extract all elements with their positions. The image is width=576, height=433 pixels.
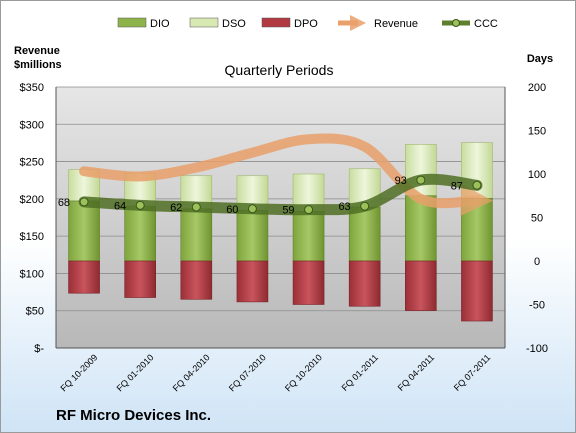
ccc-point xyxy=(360,201,370,211)
right-axis-label: Days xyxy=(527,53,553,65)
category-label: FQ 10-2009 xyxy=(58,352,99,393)
left-tick-label: $100 xyxy=(20,268,44,280)
bar-dio xyxy=(461,198,493,262)
left-tick-label: $150 xyxy=(20,231,44,243)
legend-swatch xyxy=(117,17,147,28)
plot-area xyxy=(56,87,505,348)
revenue-line xyxy=(79,133,493,216)
bar-dpo xyxy=(236,260,269,303)
bar-dpo xyxy=(68,260,100,294)
right-tick-label: -50 xyxy=(529,300,545,312)
ccc-point xyxy=(247,204,257,214)
category-label: FQ 01-2010 xyxy=(115,352,156,393)
category-label: FQ 01-2011 xyxy=(340,352,381,393)
ccc-data-label: 63 xyxy=(338,201,350,213)
ccc-data-label: 59 xyxy=(282,205,294,217)
ccc-data-label: 64 xyxy=(114,200,126,212)
bar-dio xyxy=(348,206,381,262)
left-axis-label-line1: Revenue xyxy=(14,45,60,57)
legend-label: Revenue xyxy=(374,18,418,30)
right-tick-label: 150 xyxy=(528,126,546,138)
ccc-line xyxy=(78,173,483,216)
ccc-data-label: 87 xyxy=(451,180,463,192)
left-tick-label: $- xyxy=(34,343,44,355)
bar-dio xyxy=(236,210,269,262)
category-label: FQ 04-2010 xyxy=(171,352,212,393)
right-tick-label: -100 xyxy=(526,343,548,355)
bar-dio xyxy=(292,211,325,262)
left-tick-label: $300 xyxy=(20,119,44,131)
left-tick-label: $350 xyxy=(20,82,44,94)
left-axis-label-line2: $millions xyxy=(14,59,62,71)
bar-dio xyxy=(68,200,100,262)
right-tick-label: 100 xyxy=(528,169,546,181)
bar-dpo xyxy=(405,260,437,311)
right-tick-label: 200 xyxy=(528,82,546,94)
bar-dpo xyxy=(292,260,325,305)
bar-dpo xyxy=(348,260,381,307)
ccc-point xyxy=(304,205,314,215)
legend-label: DSO xyxy=(222,18,246,30)
legend-swatch xyxy=(189,17,219,28)
bar-dpo xyxy=(180,260,213,300)
legend-label: DPO xyxy=(294,18,318,30)
left-tick-label: $50 xyxy=(26,306,44,318)
legend-label: CCC xyxy=(474,18,498,30)
category-label: FQ 07-2010 xyxy=(227,352,268,393)
ccc-point xyxy=(135,200,145,210)
left-tick-label: $200 xyxy=(20,194,44,206)
bars-layer xyxy=(68,142,493,322)
lines-layer: 68 64 62 60 59 63 93 87 xyxy=(58,133,493,217)
right-tick-label: 0 xyxy=(534,256,540,268)
ccc-point xyxy=(191,202,201,212)
bar-dpo xyxy=(124,260,156,298)
company-name: RF Micro Devices Inc. xyxy=(56,407,211,424)
bar-dpo xyxy=(461,260,493,322)
ccc-data-label: 62 xyxy=(170,202,182,214)
ccc-point xyxy=(79,197,89,207)
ccc-data-label: 68 xyxy=(58,197,70,209)
category-label: FQ 10-2010 xyxy=(283,352,324,393)
bar-dio xyxy=(124,205,156,262)
ccc-point xyxy=(472,180,482,190)
ccc-data-label: 60 xyxy=(226,204,238,216)
left-tick-label: $250 xyxy=(20,157,44,169)
right-tick-label: 50 xyxy=(531,213,543,225)
legend-marker xyxy=(452,19,460,27)
bar-dio xyxy=(180,208,213,262)
category-label: FQ 04-2011 xyxy=(396,352,437,393)
category-label: FQ 07-2011 xyxy=(452,352,493,393)
chart-title: Quarterly Periods xyxy=(225,62,334,78)
legend: DIO DSO DPO Revenue CCC xyxy=(117,14,498,32)
legend-swatch xyxy=(261,17,291,28)
ccc-data-label: 93 xyxy=(395,175,407,187)
ccc-point xyxy=(416,175,426,185)
legend-label: DIO xyxy=(150,18,170,30)
